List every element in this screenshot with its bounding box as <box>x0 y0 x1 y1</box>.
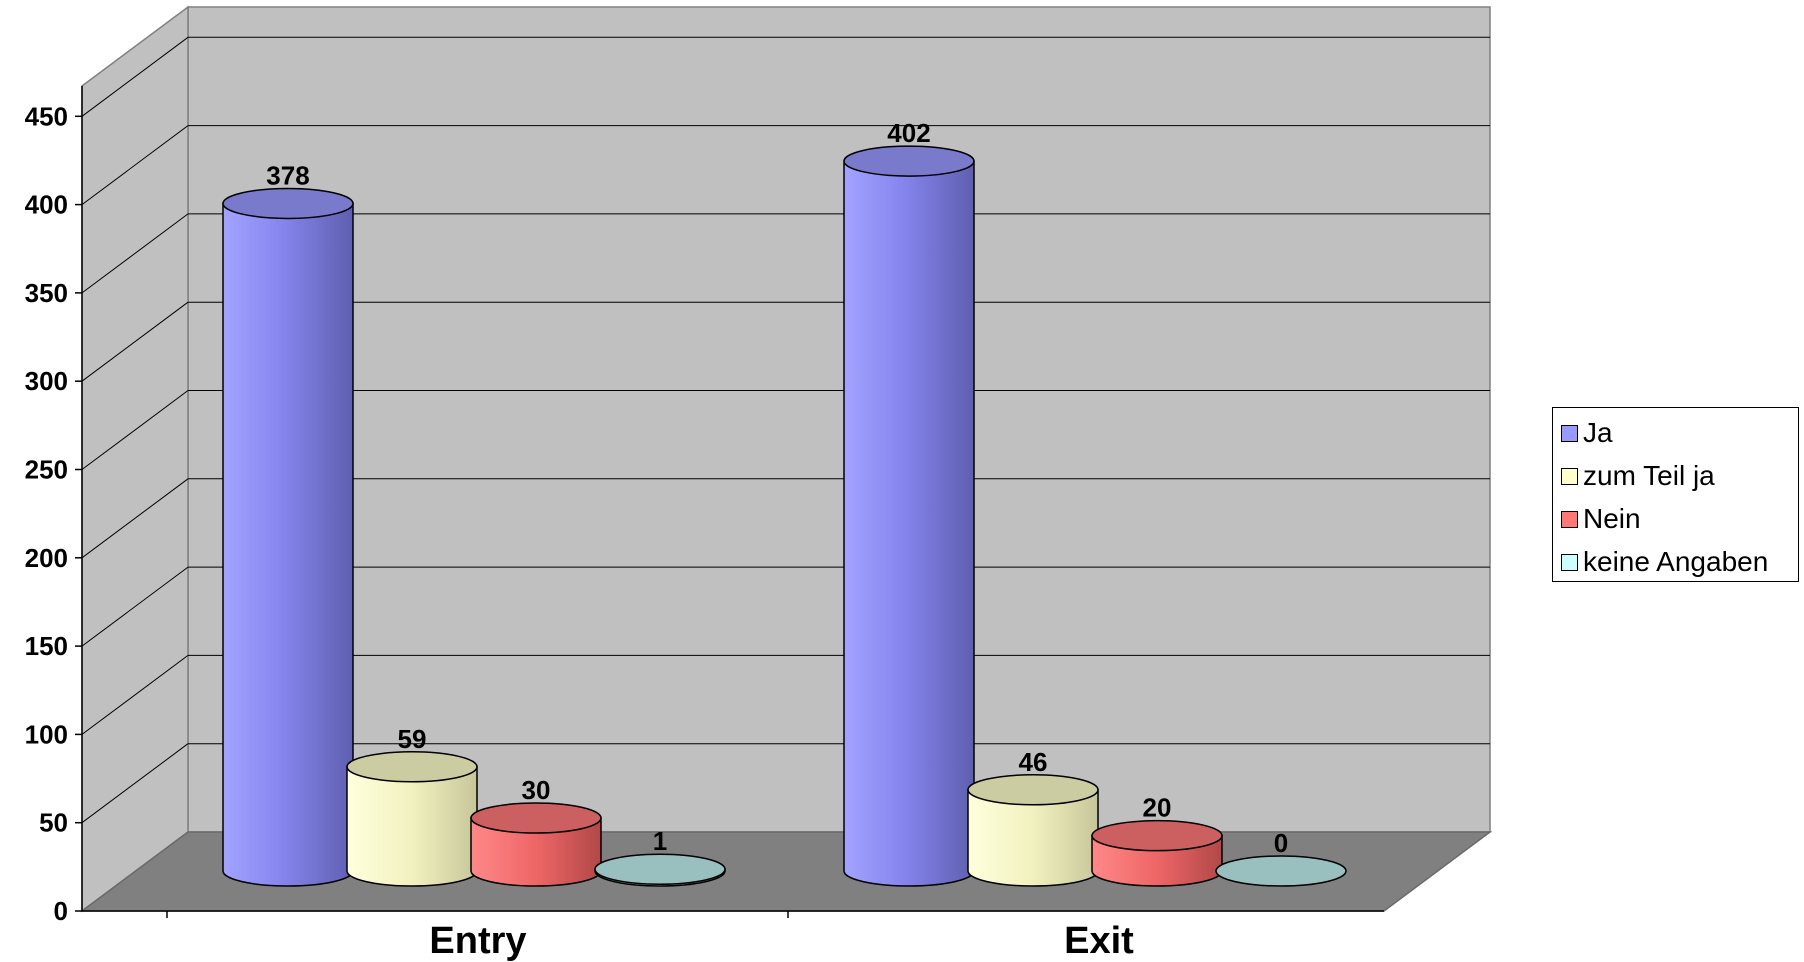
y-tick-label: 150 <box>25 631 68 661</box>
data-label: 20 <box>1143 793 1172 823</box>
y-tick-label: 250 <box>25 455 68 485</box>
y-tick-label: 200 <box>25 543 68 573</box>
legend-label: Ja <box>1583 417 1613 448</box>
data-label: 46 <box>1019 747 1048 777</box>
bar-nein-exit <box>1091 819 1223 887</box>
bar-top-shade <box>968 774 1098 805</box>
bar-top <box>594 853 726 885</box>
bar-keine-angaben-exit <box>1215 855 1347 887</box>
bar-top-shade <box>347 751 477 782</box>
bar-top <box>470 802 602 834</box>
y-tick-label: 100 <box>25 719 68 749</box>
legend-item-zum-teil-ja: zum Teil ja <box>1561 460 1715 491</box>
x-axis-categories: Entry Exit <box>166 911 1134 962</box>
x-category-label: Exit <box>1064 920 1134 962</box>
gridlines <box>81 36 1490 824</box>
legend-swatch <box>1561 553 1578 571</box>
y-tick-label: 400 <box>25 190 68 220</box>
data-label: 30 <box>522 775 551 805</box>
bar-top <box>1091 819 1223 852</box>
legend-item-nein: Nein <box>1561 503 1641 534</box>
bar-top-shade <box>595 854 725 885</box>
bar-nein-entry <box>470 802 602 887</box>
data-label: 0 <box>1274 828 1288 858</box>
gridline-diagonal <box>81 390 189 470</box>
legend-swatch <box>1561 424 1578 442</box>
bar-top <box>843 145 975 177</box>
data-label: 1 <box>653 826 667 856</box>
legend-item-ja: Ja <box>1561 417 1613 448</box>
bar-ja-exit <box>843 145 975 887</box>
bar-top-shade <box>844 146 974 177</box>
legend-swatch <box>1561 467 1578 485</box>
legend-swatch <box>1561 510 1578 528</box>
legend-label: Nein <box>1583 503 1641 534</box>
gridline-diagonal <box>81 566 189 647</box>
bar-body <box>222 202 354 887</box>
data-label: 378 <box>266 160 309 190</box>
bar-top-shade <box>471 803 601 834</box>
gridline-diagonal <box>81 478 189 559</box>
bar-top-shade <box>1092 820 1222 851</box>
y-axis-ticks: 0 50 100 150 200 250 300 350 400 450 <box>25 101 82 926</box>
chart-bars <box>222 145 1347 887</box>
gridline-diagonal <box>81 743 189 824</box>
bar-zum-teil-ja-exit <box>967 774 1099 887</box>
legend-label: keine Angaben <box>1583 546 1769 577</box>
gridline-diagonal <box>81 125 189 206</box>
legend: Ja zum Teil ja Nein keine Angaben <box>1552 407 1799 582</box>
legend-item-keine-angaben: keine Angaben <box>1561 546 1769 577</box>
gridline-diagonal <box>81 654 189 735</box>
bar-top-shade <box>1216 856 1346 886</box>
bar-keine-angaben-entry <box>594 853 726 887</box>
y-tick-label: 450 <box>25 101 68 131</box>
y-tick-label: 0 <box>54 896 68 926</box>
chart-back-wall <box>187 6 1491 833</box>
bar-zum-teil-ja-entry <box>346 751 478 887</box>
bar-top <box>346 751 478 783</box>
gridline-diagonal <box>81 213 189 294</box>
data-label: 59 <box>398 724 427 754</box>
gridline-diagonal <box>81 301 189 382</box>
chart-side-wall <box>81 5 189 913</box>
x-category-label: Entry <box>429 920 526 962</box>
data-labels: 378 59 30 1 402 46 20 0 <box>266 118 1288 858</box>
y-tick-label: 300 <box>25 366 68 396</box>
y-tick-label: 50 <box>39 808 68 838</box>
bar-top <box>222 187 354 220</box>
bar-top <box>1215 855 1347 887</box>
bar-body <box>843 160 975 887</box>
bar-ja-entry <box>222 187 354 887</box>
y-tick-label: 350 <box>25 278 68 308</box>
bar-body <box>346 766 478 887</box>
gridline-diagonal <box>81 36 189 117</box>
data-label: 402 <box>887 118 930 148</box>
bar-top <box>967 774 1099 806</box>
bar-top-shade <box>223 188 353 219</box>
legend-label: zum Teil ja <box>1583 460 1715 491</box>
